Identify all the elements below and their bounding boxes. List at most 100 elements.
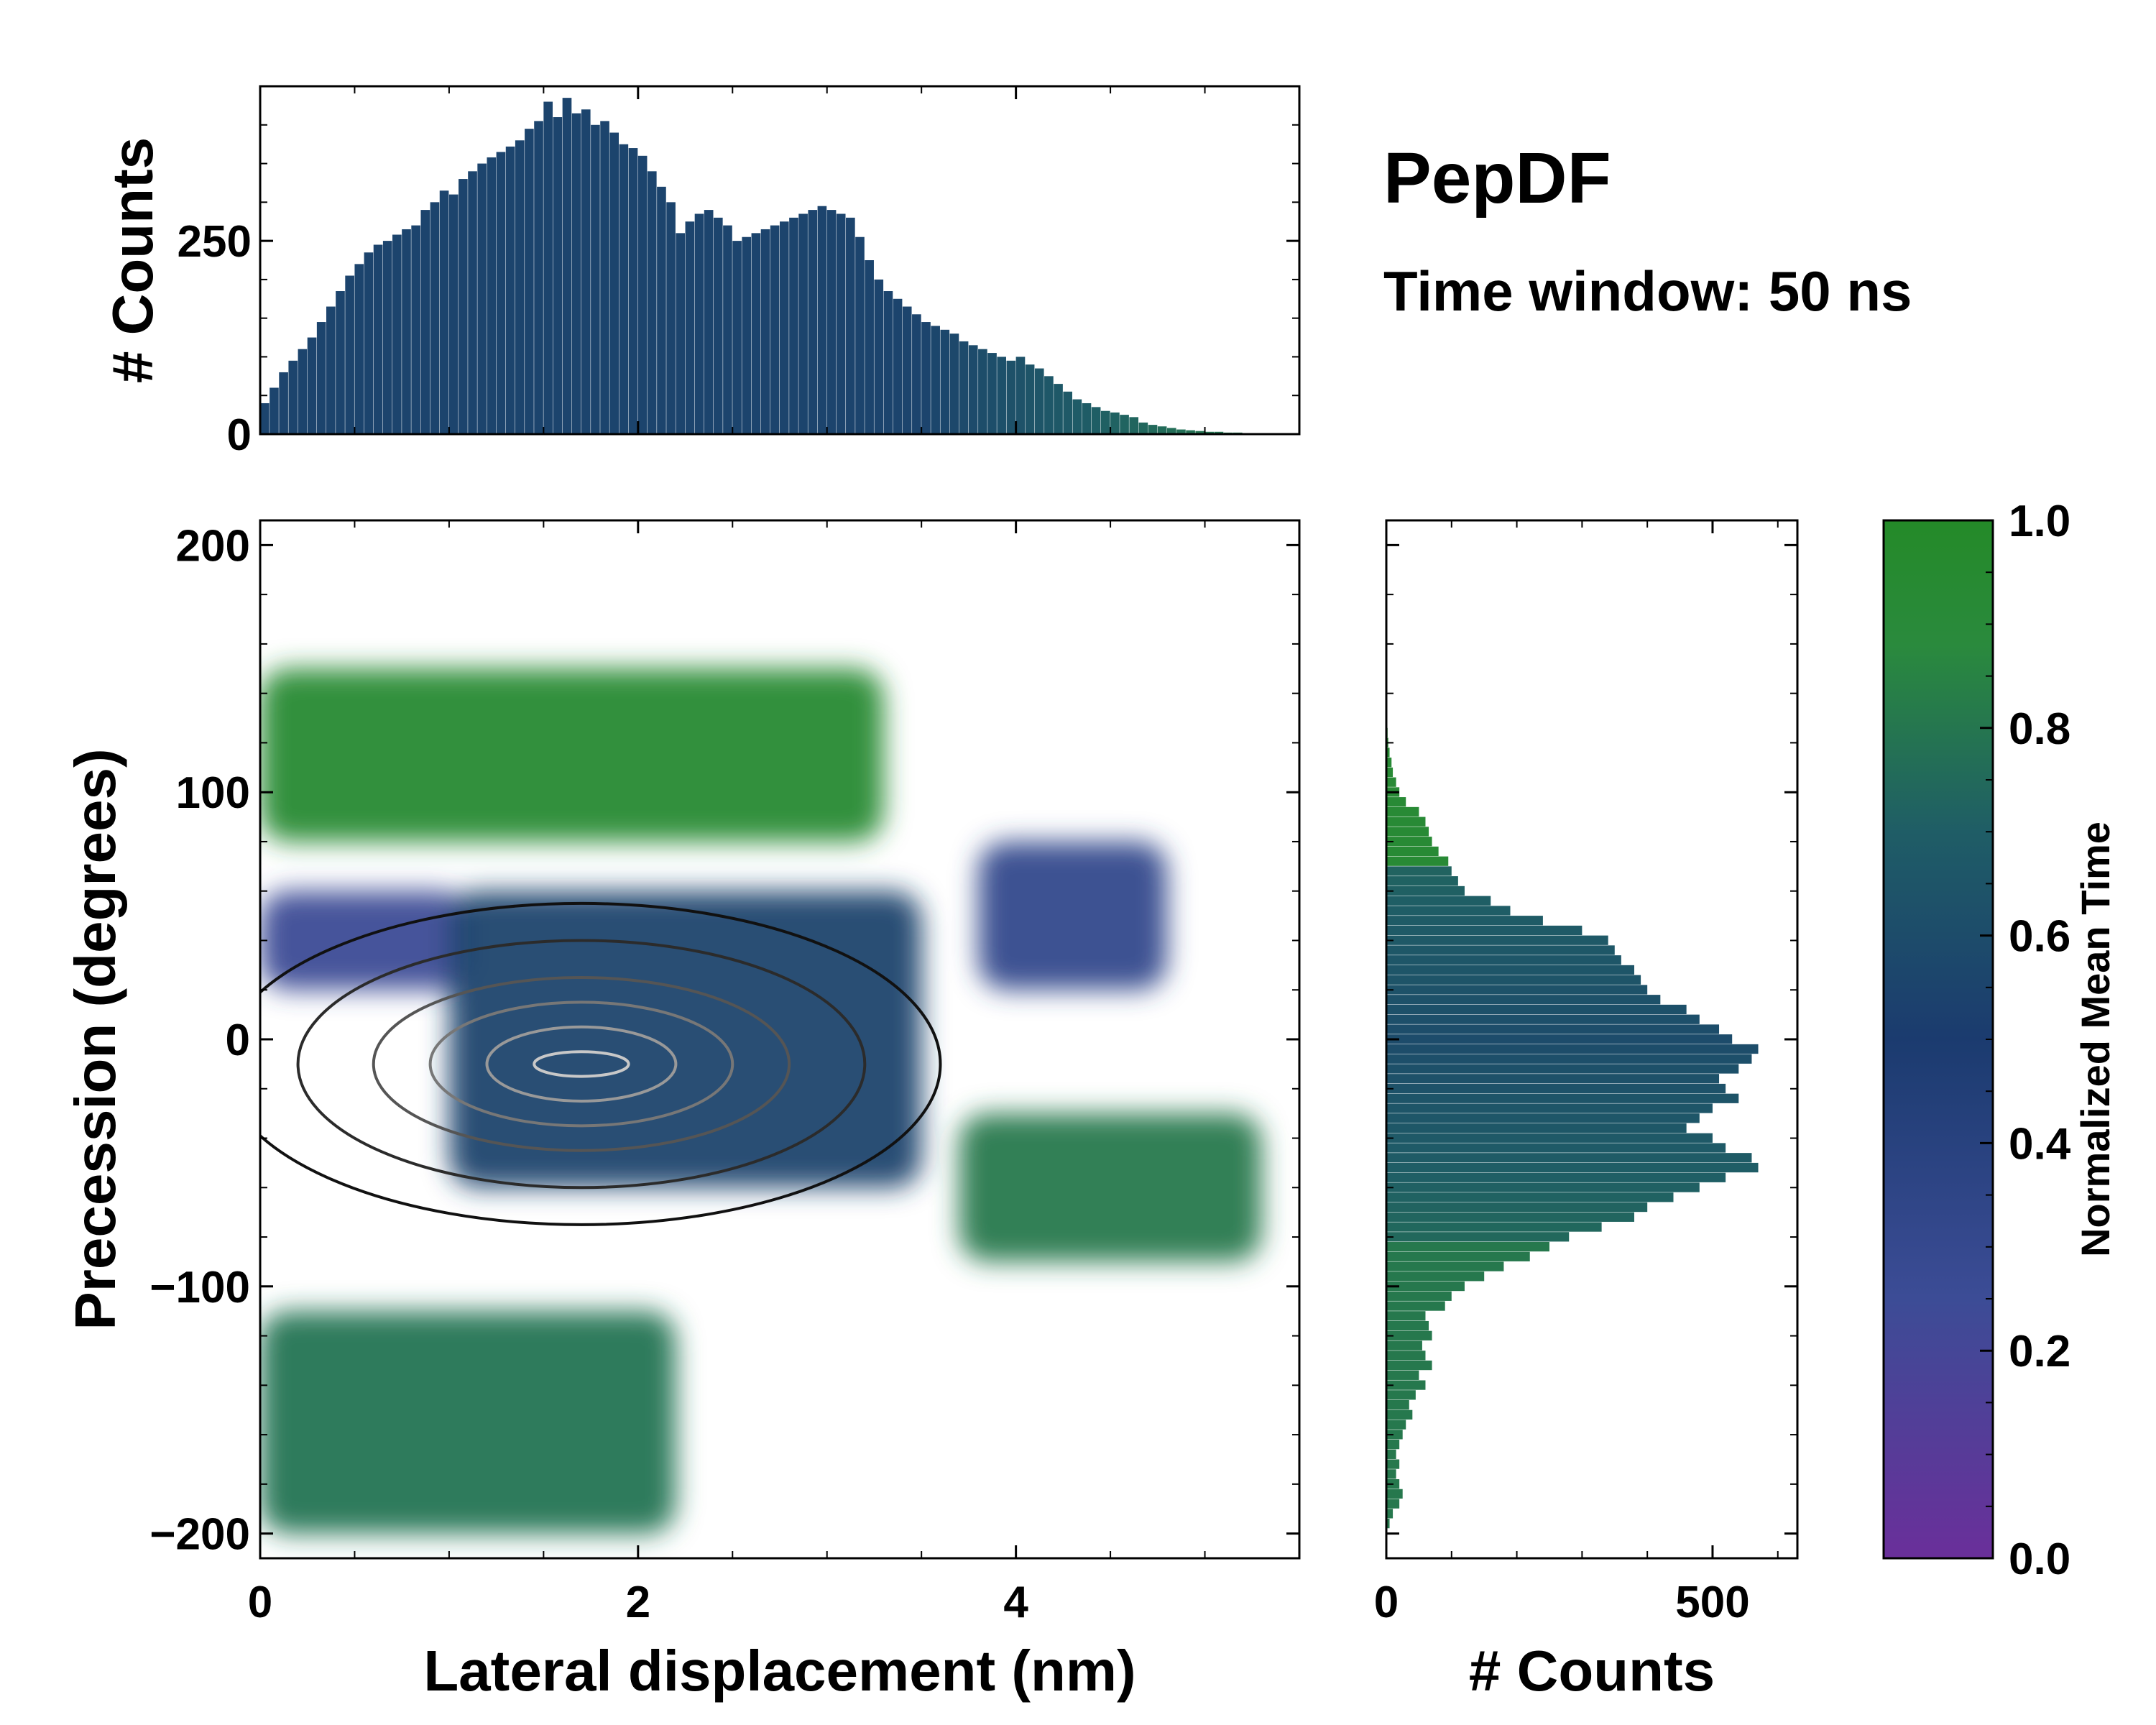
right-bar	[1386, 1301, 1445, 1311]
right-bar	[1386, 1192, 1674, 1202]
top-bar	[826, 210, 837, 434]
top-bar	[571, 113, 581, 434]
top-bar	[1082, 402, 1092, 434]
right-bar	[1386, 1162, 1759, 1173]
right-bar	[1386, 1113, 1700, 1123]
top-bar	[487, 157, 497, 434]
top-bar	[940, 329, 950, 434]
right-bar	[1386, 1064, 1739, 1074]
right-bar	[1386, 1330, 1432, 1340]
right-bar	[1386, 1390, 1416, 1400]
top-bar	[987, 353, 997, 434]
main-ticks: 0 2 4 −200 −100 0 100 200	[149, 520, 1300, 1627]
top-bar	[345, 275, 354, 434]
right-bar	[1386, 856, 1449, 866]
top-bar	[628, 148, 638, 435]
density-contour	[485, 1025, 678, 1103]
right-bar	[1386, 748, 1390, 758]
top-bar	[732, 241, 742, 434]
top-bar	[439, 190, 449, 434]
density-contour	[428, 1000, 734, 1128]
right-bar	[1386, 797, 1406, 807]
right-bar	[1386, 1004, 1687, 1015]
top-bar	[1015, 356, 1026, 434]
right-bar	[1386, 1430, 1403, 1440]
colorbar-tick-label: 1.0	[2009, 497, 2070, 546]
right-bar	[1386, 886, 1465, 896]
right-bar	[1386, 1153, 1752, 1163]
top-bar	[307, 337, 317, 434]
right-bar	[1386, 1271, 1485, 1282]
right-bar	[1386, 925, 1583, 936]
top-bar	[459, 179, 468, 435]
top-bar	[1214, 431, 1224, 434]
right-bar	[1386, 1360, 1432, 1371]
right-histogram: 0 500 # Counts	[1374, 519, 1799, 1703]
top-bar	[477, 163, 487, 435]
top-bar	[760, 229, 770, 434]
main-ytick-label: 0	[226, 1016, 250, 1065]
top-bar	[931, 326, 940, 434]
top-bar	[468, 171, 477, 435]
right-bar	[1386, 1103, 1713, 1113]
main-ytick-label: −100	[149, 1263, 250, 1312]
top-histogram-frame	[259, 85, 1301, 436]
right-bar	[1386, 866, 1452, 876]
top-bar	[1166, 428, 1176, 434]
top-bar	[1186, 430, 1195, 434]
top-histogram-ylabel: # Counts	[101, 137, 165, 383]
right-bar	[1386, 906, 1511, 916]
main-xtick-label: 2	[626, 1578, 650, 1627]
top-bar	[1100, 410, 1110, 434]
right-bar	[1386, 1123, 1687, 1133]
right-bar	[1386, 1222, 1602, 1232]
right-bar	[1386, 767, 1393, 778]
top-bar	[496, 152, 506, 434]
top-bar	[676, 233, 686, 434]
right-bar	[1386, 916, 1543, 926]
main-2d-histogram: 0 2 4 −200 −100 0 100 200 Lateral displacement …	[63, 519, 1301, 1703]
right-bar	[1386, 1054, 1752, 1064]
top-bar	[968, 345, 978, 434]
top-bar	[316, 322, 326, 434]
figure-subtitle: Time window: 50 ns	[1383, 259, 1912, 323]
top-bar	[288, 360, 298, 434]
top-bar	[855, 236, 865, 434]
top-ytick-label: 0	[227, 410, 252, 460]
top-bar	[525, 129, 534, 434]
heatmap-region	[959, 1113, 1262, 1262]
right-bar	[1386, 1399, 1409, 1410]
density-contour	[372, 976, 791, 1152]
top-bar	[921, 322, 931, 434]
colorbar-tick-label: 0.0	[2009, 1535, 2070, 1584]
main-xtick-label: 4	[1003, 1578, 1028, 1627]
figure-title: PepDF	[1383, 138, 1611, 218]
right-bar	[1386, 1241, 1549, 1252]
top-bar	[298, 349, 308, 434]
right-bar	[1386, 1499, 1400, 1509]
top-bar	[515, 140, 525, 435]
colorbar-tick-label: 0.2	[2009, 1327, 2070, 1376]
right-bar	[1386, 1143, 1726, 1153]
top-histogram: 0 250 # Counts	[101, 85, 1301, 460]
right-bar	[1386, 1291, 1452, 1301]
heatmap-region	[260, 891, 469, 990]
top-bar	[817, 206, 827, 434]
top-bar	[959, 341, 969, 434]
top-bar	[619, 144, 629, 434]
colorbar-label: Normalized Mean Time	[2073, 822, 2118, 1257]
right-bar	[1386, 975, 1641, 985]
right-bar	[1386, 955, 1621, 965]
top-bar	[883, 291, 893, 434]
top-bar	[978, 349, 987, 434]
top-bar	[326, 306, 336, 434]
colorbar: 0.0 0.2 0.4 0.6 0.8 1.0 Normalized Mean Time	[1882, 497, 2118, 1584]
right-bar	[1386, 1251, 1530, 1261]
top-bar	[1120, 415, 1129, 434]
right-bar	[1386, 1409, 1413, 1420]
top-bar	[270, 387, 279, 434]
right-bar	[1386, 837, 1432, 847]
top-bar	[912, 314, 921, 434]
right-bar	[1386, 1509, 1393, 1519]
top-bar	[1157, 426, 1167, 434]
